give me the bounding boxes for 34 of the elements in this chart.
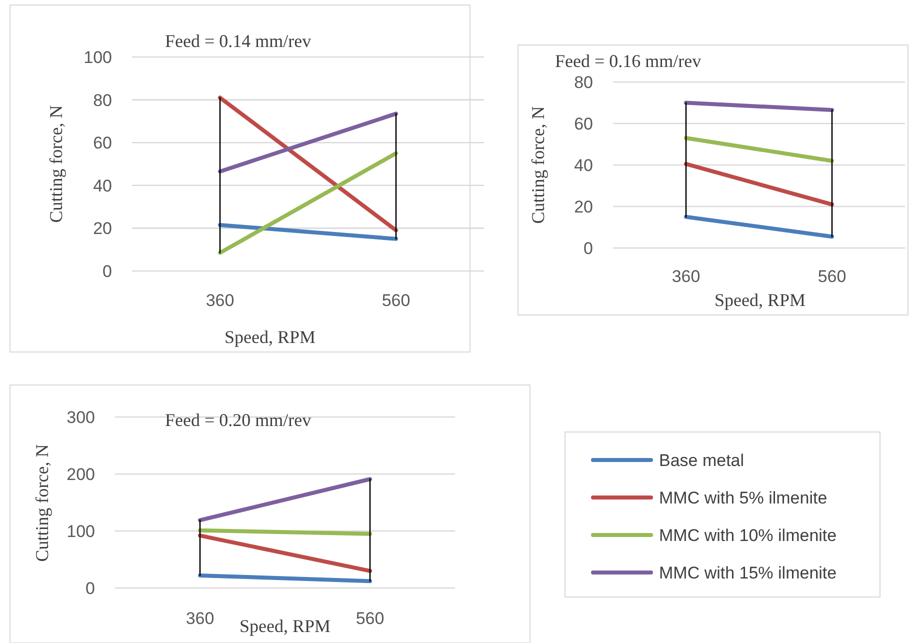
chart-title: Feed = 0.16 mm/rev	[555, 51, 702, 71]
x-axis-title: Speed, RPM	[224, 327, 316, 347]
legend-label: Base metal	[659, 450, 744, 470]
y-tick-label: 100	[84, 48, 112, 67]
y-tick-label: 100	[66, 522, 95, 541]
y-axis-title: Cutting force, N	[32, 444, 52, 562]
y-tick-label: 0	[86, 578, 95, 598]
x-tick-label: 360	[206, 291, 234, 310]
y-tick-label: 20	[93, 219, 112, 238]
x-tick-label: 360	[186, 609, 214, 628]
y-tick-label: 80	[93, 90, 112, 110]
y-tick-label: 80	[574, 72, 593, 92]
y-axis-title: Cutting force, N	[528, 106, 548, 224]
legend-label: MMC with 10% ilmenite	[659, 526, 837, 545]
x-axis-title: Speed, RPM	[239, 616, 331, 636]
chart-title: Feed = 0.20 mm/rev	[165, 410, 312, 430]
y-tick-label: 20	[574, 197, 593, 216]
y-tick-label: 300	[66, 408, 95, 427]
y-axis-title: Cutting force, N	[46, 105, 66, 223]
y-tick-label: 60	[93, 134, 112, 153]
legend-label: MMC with 5% ilmenite	[659, 488, 828, 508]
y-tick-label: 60	[574, 114, 593, 134]
x-tick-label: 560	[818, 267, 846, 286]
y-tick-label: 40	[574, 156, 593, 175]
legend-label: MMC with 15% ilmenite	[659, 563, 837, 582]
chart-title: Feed = 0.14 mm/rev	[165, 31, 312, 51]
y-tick-label: 0	[584, 238, 593, 258]
y-tick-label: 40	[93, 176, 112, 196]
x-tick-label: 560	[382, 291, 410, 310]
x-tick-label: 560	[356, 609, 384, 628]
y-tick-label: 0	[102, 262, 112, 281]
x-tick-label: 360	[672, 267, 700, 286]
y-tick-label: 200	[66, 464, 95, 484]
x-axis-title: Speed, RPM	[714, 290, 806, 310]
